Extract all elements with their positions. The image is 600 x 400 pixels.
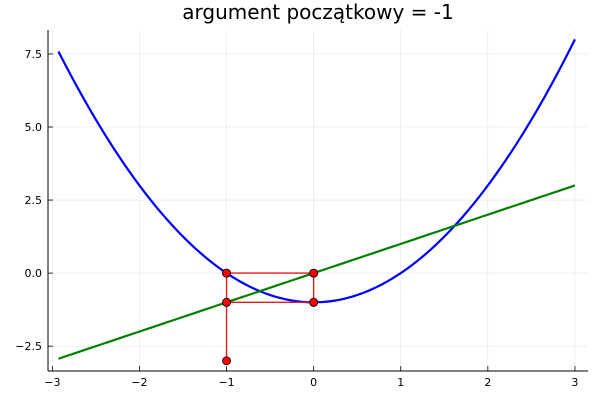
iteration-point-red: [222, 356, 231, 366]
y-tick-label: 0.0: [25, 267, 43, 280]
iteration-point-red: [222, 268, 231, 278]
plot-area: [57, 38, 576, 366]
iteration-point-red: [222, 297, 231, 307]
x-tick-label: −1: [218, 376, 234, 389]
x-tick-label: 2: [484, 376, 491, 389]
y-tick-label: 7.5: [25, 48, 43, 61]
y-tick-label: 5.0: [25, 121, 43, 134]
x-tick-label: −2: [131, 376, 147, 389]
grid: [48, 30, 588, 371]
x-tick-label: 3: [571, 376, 578, 389]
iteration-point-red: [309, 268, 319, 278]
x-tick-label: −3: [44, 376, 60, 389]
y-tick-label: 2.5: [25, 194, 43, 207]
chart-title: argument początkowy = -1: [182, 0, 453, 24]
x-tick-label: 0: [310, 376, 317, 389]
iteration-point-red: [309, 297, 319, 307]
y-tick-label: −2.5: [15, 340, 42, 353]
x-tick-label: 1: [397, 376, 404, 389]
axes: [47, 30, 588, 372]
tick-labels: −3 −2 −1 0 1 2 3 −2.5 0.0 2.5 5.0 7.5: [15, 48, 578, 389]
